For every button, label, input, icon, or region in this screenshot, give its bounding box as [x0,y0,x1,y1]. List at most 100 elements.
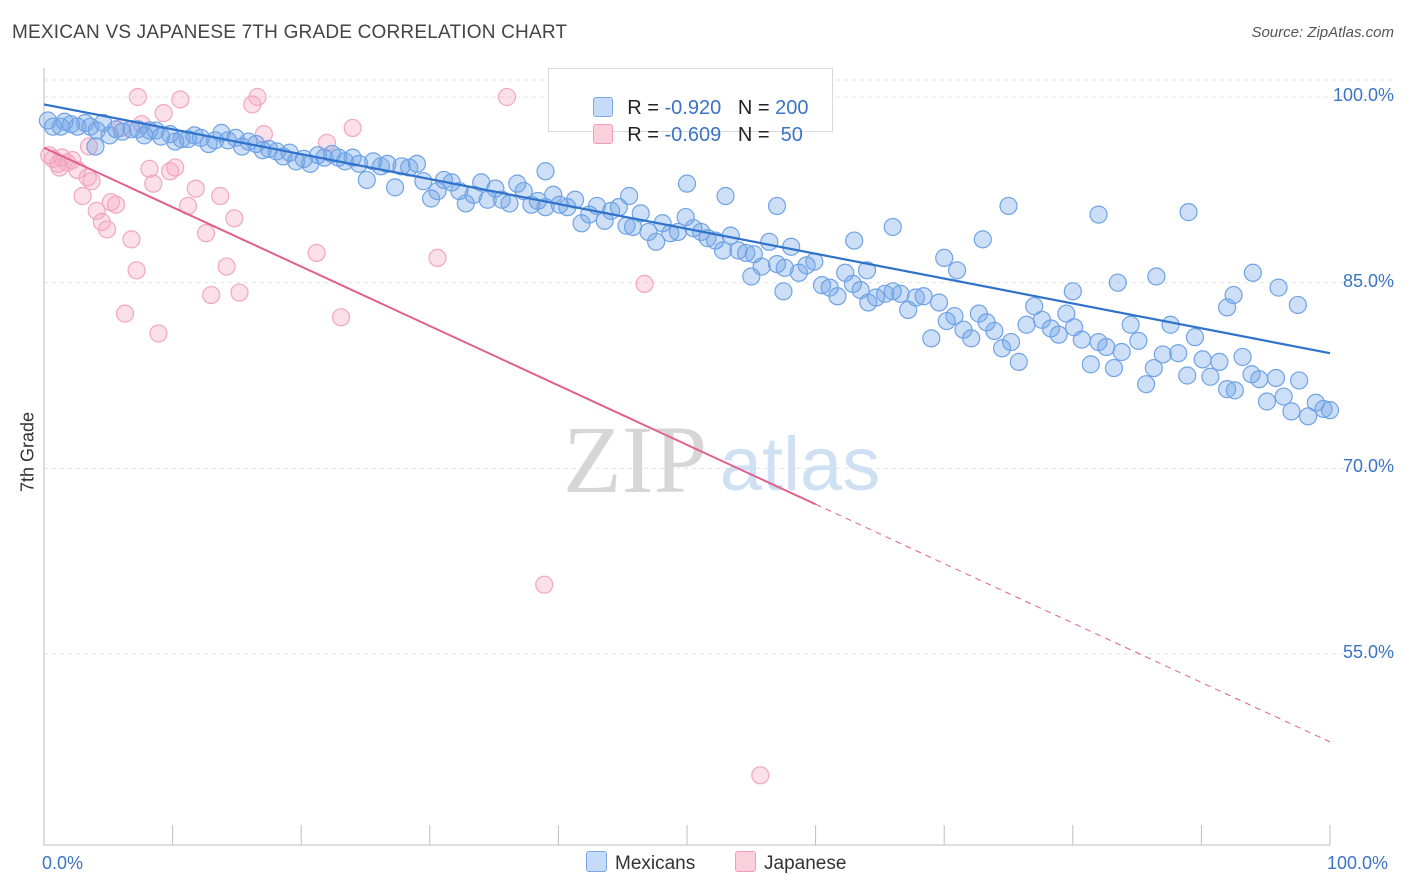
legend-row-japanese: R = -0.609 N = 50 [571,101,803,146]
mexicans-point [647,232,666,251]
mexicans-point [999,196,1018,216]
japanese-point [154,103,173,123]
mexicans-point [713,241,733,260]
japanese-swatch [735,851,756,872]
japanese-point [497,87,517,107]
japanese-trend-extension [815,503,1331,743]
mexicans-point [1153,345,1172,364]
mexicans-point [428,181,447,201]
legend-r-label: R = [627,97,665,119]
mexicans-point [1089,205,1108,224]
japanese-point [343,118,362,138]
mexicans-point [760,232,779,251]
mexicans-point [536,162,555,181]
mexicans-point [1063,282,1082,301]
japanese-point [144,174,163,193]
mexicans-point [1201,367,1220,386]
mexicans-point [1121,315,1140,334]
legend-r-value: -0.920 [664,97,722,119]
japanese-point [751,766,770,785]
japanese-point [140,159,159,178]
trend-lines [43,103,1331,743]
mexicans-point [935,248,954,268]
japanese-point [248,87,267,107]
japanese-point [115,304,135,323]
japanese-point [166,158,185,177]
mexicans-point [677,174,697,193]
japanese-point [428,248,447,268]
japanese-point [317,133,337,152]
mexicans-point [906,288,926,307]
mexicans-point [1147,267,1166,286]
bottom-legend-japanese: Japanese [735,851,846,875]
japanese-point [122,230,141,249]
japanese-point [149,324,168,343]
mexicans-point [1129,331,1148,350]
mexicans-point [1218,380,1237,399]
japanese-point [82,172,101,191]
japanese-point [171,90,190,109]
mexicans-point [1233,347,1252,367]
mexicans-point [1274,387,1293,406]
legend-n-label: N = [737,97,776,119]
legend-n-value: 50 [775,124,803,146]
mexicans-point [500,194,519,213]
mexicans-point [639,222,658,242]
mexicans-point [1320,401,1340,420]
mexicans-swatch [593,97,614,117]
japanese-point [230,283,249,302]
japanese-point [217,257,236,276]
mexicans-point [508,174,527,193]
japanese-point [79,137,99,156]
mexicans-point [1224,285,1243,305]
japanese-point [97,220,117,239]
japanese-point [211,186,230,206]
mexicans-point [1049,325,1068,344]
mexicans-point [1314,399,1333,419]
japanese-swatch [593,124,614,144]
mexicans-point [947,261,967,280]
mexicans-point [1057,304,1076,323]
mexicans-point [891,284,910,303]
mexicans-point [1299,407,1318,426]
mexicans-point [1072,330,1091,349]
source-label: Source: ZipAtlas.com [1251,24,1394,41]
mexicans-point [1001,332,1021,352]
japanese-point [307,243,326,263]
mexicans-point [945,306,964,326]
mexicans-point [1161,315,1180,334]
mexicans-point [407,154,427,173]
mexicans-point [789,263,808,282]
japanese-trend-line [43,146,817,506]
japanese-point [73,186,92,206]
japanese-point [635,274,654,294]
mexicans-swatch [586,851,607,872]
japanese-point [128,87,147,107]
mexicans-point [392,157,411,176]
mexicans-point [1025,297,1044,316]
legend-row-mexicans: R = -0.920 N = 200 [571,74,809,119]
mexicans-point [992,339,1012,358]
mexicans-point [1169,344,1188,363]
mexicans-point [1282,402,1301,421]
mexicans-point [929,293,949,312]
japanese-point [50,158,69,177]
japanese-point [106,195,126,214]
mexicans-point [1097,337,1116,357]
mexicans-point [620,186,639,206]
mexicans-point [1290,371,1309,390]
legend-n-value: 200 [775,97,809,119]
mexicans-point [1017,315,1036,334]
legend-r-value: -0.609 [664,124,722,146]
japanese-point [225,209,244,228]
japanese-point [127,261,146,280]
y-axis-label: 7th Grade [17,411,38,493]
japanese-point [331,308,351,327]
bottom-legend-label: Mexicans [615,853,696,874]
mexicans-point [357,170,376,190]
mexicans-point [1210,352,1229,371]
y-tick-label: 100.0% [1332,85,1394,105]
mexicans-point [1225,381,1244,400]
mexicans-point [1243,263,1262,282]
